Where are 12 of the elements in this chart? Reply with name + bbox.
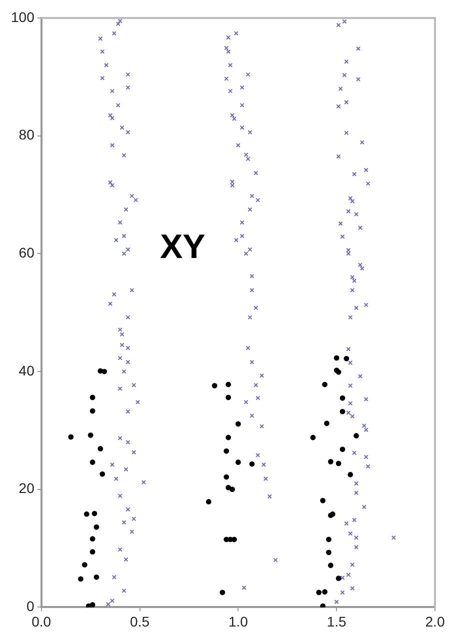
x-tick-label: 0.0 [32, 613, 52, 630]
y-tick-label: 20 [18, 480, 35, 496]
y-tick-label: 80 [18, 126, 35, 143]
x-tick-label: 0.5 [130, 613, 150, 630]
y-tick-label: 40 [18, 362, 35, 378]
y-tick-label: 60 [18, 244, 35, 261]
x-tick-label: 2.0 [425, 613, 445, 630]
annotation: XY [160, 228, 206, 267]
y-tick-label: 100 [11, 8, 35, 25]
x-tick-label: 1.5 [326, 613, 347, 630]
x-tick-label: 1.0 [228, 613, 248, 630]
y-tick-label: 0 [26, 598, 35, 614]
